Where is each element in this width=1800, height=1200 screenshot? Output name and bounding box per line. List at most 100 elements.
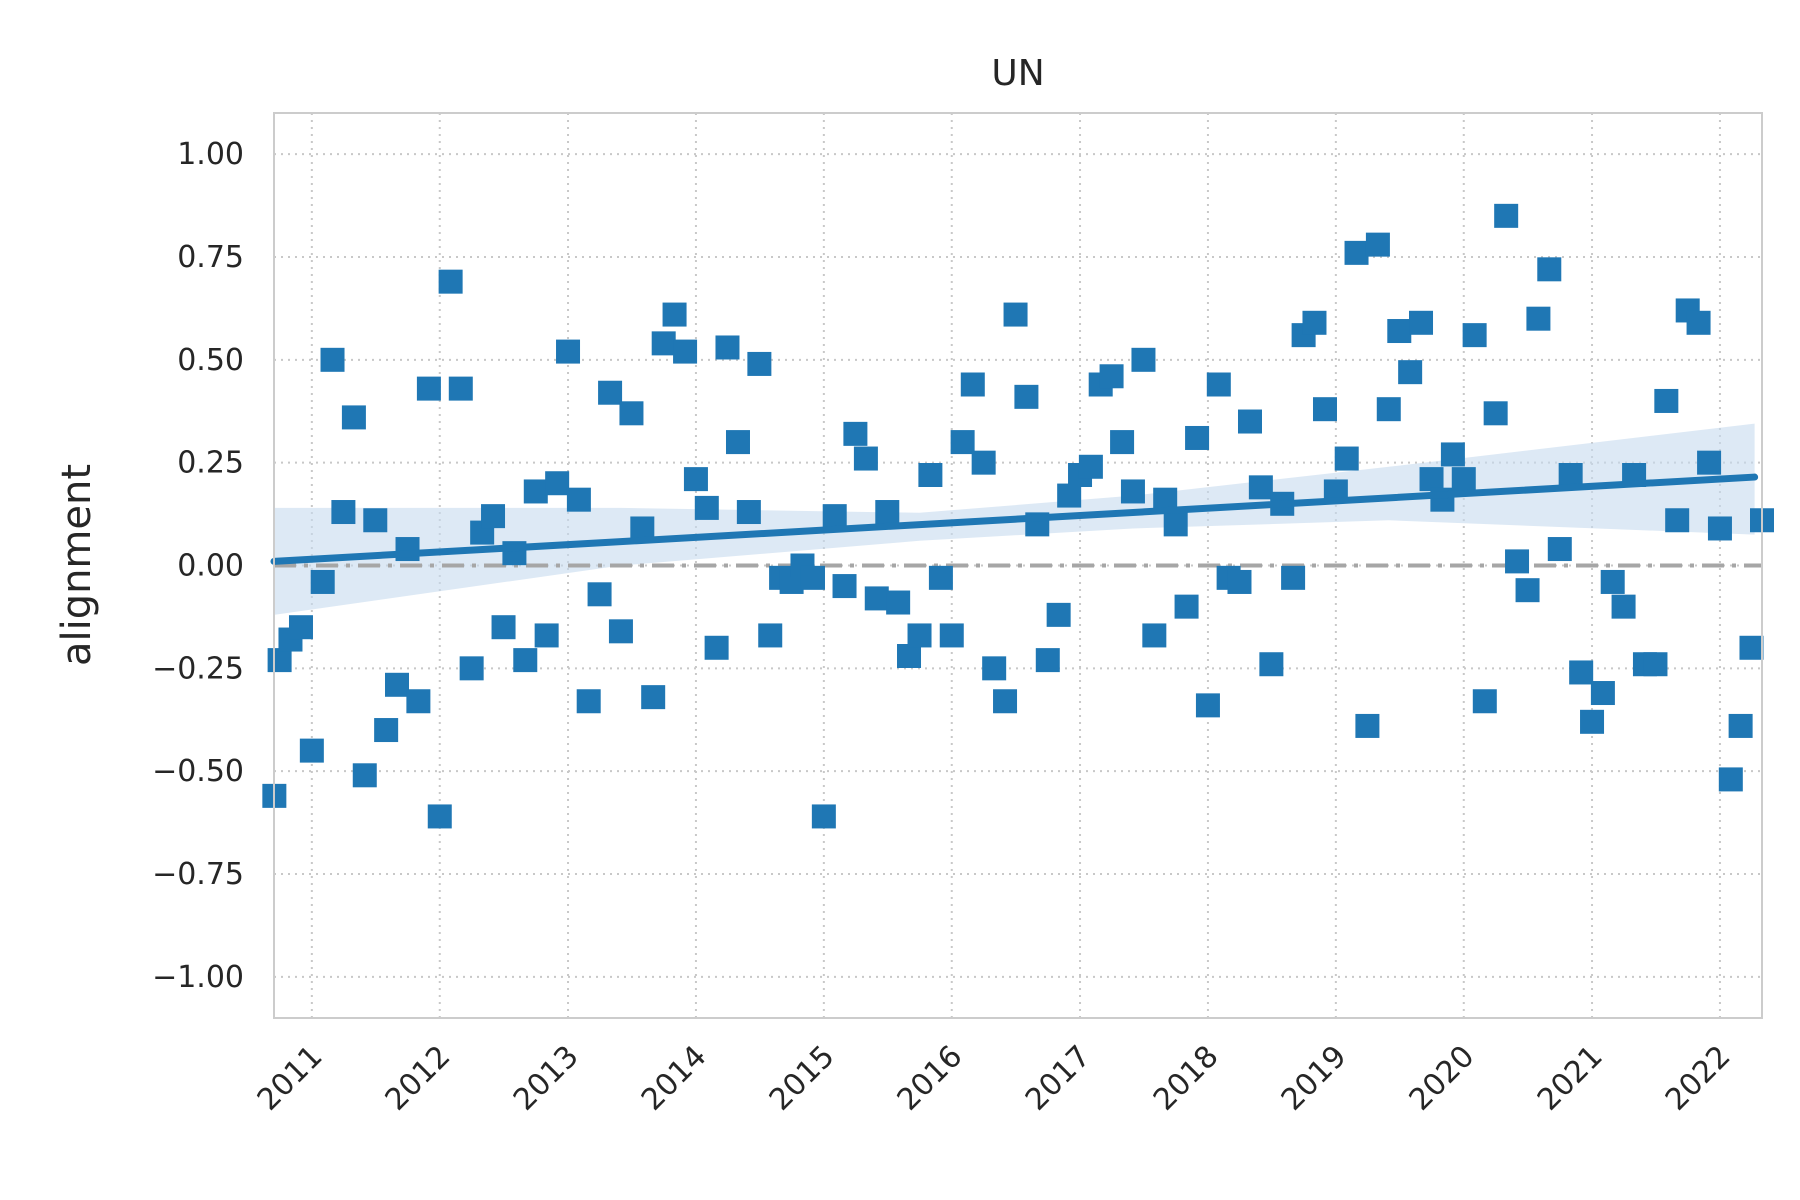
data-point (811, 804, 836, 829)
data-point (1312, 397, 1337, 422)
data-point (928, 565, 953, 590)
x-tick-label: 2022 (1659, 1039, 1738, 1118)
data-point (556, 339, 581, 364)
data-point (1526, 306, 1551, 331)
data-point (1739, 635, 1764, 660)
data-point (662, 302, 687, 327)
data-point (566, 487, 591, 512)
data-point (427, 804, 452, 829)
data-point (438, 269, 463, 294)
regression-line (270, 473, 1759, 565)
data-point (704, 635, 729, 660)
plot-frame (273, 112, 1763, 1019)
data-point (1398, 360, 1423, 385)
data-point (1259, 652, 1284, 677)
data-point (1334, 446, 1359, 471)
data-point (1697, 450, 1722, 475)
data-point (1120, 479, 1145, 504)
data-point (1494, 203, 1519, 228)
data-point (1046, 602, 1071, 627)
data-point (641, 685, 666, 710)
data-point (1483, 401, 1508, 426)
x-tick-label: 2020 (1403, 1039, 1482, 1118)
x-tick-label: 2017 (1019, 1039, 1098, 1118)
data-point (331, 500, 356, 525)
x-tick-label: 2014 (635, 1039, 714, 1118)
data-point (1665, 508, 1690, 533)
data-point (747, 351, 772, 376)
data-point (459, 656, 484, 681)
data-point (299, 738, 324, 763)
data-point (1195, 693, 1220, 718)
data-point (598, 380, 623, 405)
data-point (534, 623, 559, 648)
data-point (1206, 372, 1231, 397)
data-point (673, 339, 698, 364)
data-point (1643, 652, 1668, 677)
x-tick-label: 2012 (379, 1039, 458, 1118)
data-point (267, 648, 292, 673)
data-point (950, 430, 975, 455)
data-point (1611, 594, 1636, 619)
data-point (1237, 409, 1262, 434)
data-point (1365, 232, 1390, 257)
data-point (288, 615, 313, 640)
data-point (1035, 648, 1060, 673)
data-point (864, 586, 889, 611)
x-tick-labels: 2011 2012 2013 2014 2015 2016 2017 2018 2019 2020… (251, 1039, 1738, 1118)
data-point (310, 569, 335, 594)
data-point (843, 421, 868, 446)
y-tick-label: −0.25 (152, 651, 244, 686)
y-tick-label: 0.25 (177, 446, 244, 481)
data-point (363, 508, 388, 533)
x-tick-label: 2016 (891, 1039, 970, 1118)
data-points (262, 203, 1774, 829)
data-point (1580, 709, 1605, 734)
data-point (1537, 257, 1562, 282)
x-tick-label: 2015 (763, 1039, 842, 1118)
data-point (758, 623, 783, 648)
data-point (1057, 483, 1082, 508)
data-point (971, 450, 996, 475)
data-point (1185, 425, 1210, 450)
data-point (545, 471, 570, 496)
data-point (651, 331, 676, 356)
data-point (374, 718, 399, 743)
data-point (1163, 512, 1188, 537)
y-tick-label: 0.75 (177, 240, 244, 275)
data-point (683, 467, 708, 492)
y-tick-label: −0.50 (152, 754, 244, 789)
data-point (1281, 565, 1306, 590)
data-point (1718, 767, 1743, 792)
data-point (352, 763, 377, 788)
data-point (1344, 240, 1369, 265)
data-point (1472, 689, 1497, 714)
data-point (1302, 310, 1327, 335)
data-point (1248, 475, 1273, 500)
data-point (993, 689, 1018, 714)
data-point (416, 376, 441, 401)
data-point (725, 430, 750, 455)
x-tick-label: 2019 (1275, 1039, 1354, 1118)
data-point (481, 504, 506, 529)
data-point (1569, 660, 1594, 685)
data-point (1003, 302, 1028, 327)
data-point (1174, 594, 1199, 619)
data-point (1014, 384, 1039, 409)
x-tick-label: 2018 (1147, 1039, 1226, 1118)
x-tick-label: 2021 (1531, 1039, 1610, 1118)
data-point (853, 446, 878, 471)
data-point (822, 504, 847, 529)
data-point (1376, 397, 1401, 422)
data-point (587, 582, 612, 607)
y-tick-label: −0.75 (152, 857, 244, 892)
data-point (1462, 323, 1487, 348)
data-point (513, 648, 538, 673)
x-tick-label: 2013 (507, 1039, 586, 1118)
data-point (1558, 463, 1583, 487)
y-tick-label: 0.00 (177, 549, 244, 584)
data-point (800, 565, 825, 590)
data-point (1600, 569, 1625, 594)
data-point (576, 689, 601, 714)
